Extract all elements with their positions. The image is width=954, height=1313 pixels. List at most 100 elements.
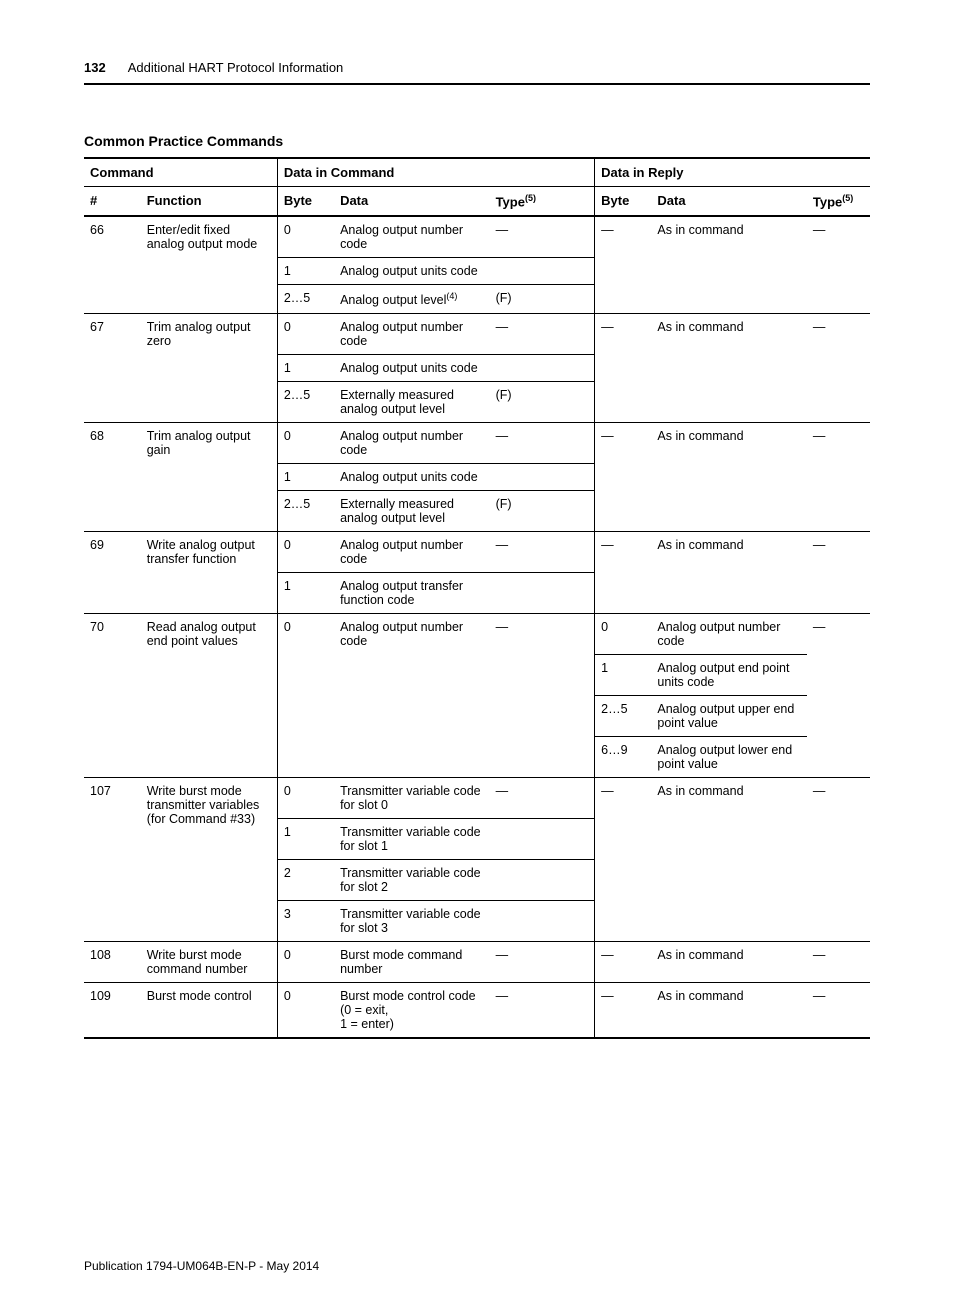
reply-byte: —: [595, 942, 652, 983]
reply-byte: 2…5: [595, 696, 652, 737]
cmd-data: Transmitter variable code for slot 0: [334, 778, 490, 819]
cmd-data: Analog output level(4): [334, 285, 490, 314]
header-title: Additional HART Protocol Information: [128, 60, 344, 75]
cmd-type: [490, 860, 595, 901]
cmd-type: (F): [490, 285, 595, 314]
cmd-byte: 1: [277, 258, 334, 285]
reply-byte: 6…9: [595, 737, 652, 778]
section-title: Common Practice Commands: [84, 133, 870, 149]
cmd-byte: 0: [277, 614, 334, 778]
reply-type: —: [807, 614, 870, 778]
cmd-type: [490, 258, 595, 285]
reply-type: —: [807, 942, 870, 983]
cmd-func: Write burst mode command number: [141, 942, 278, 983]
reply-byte: —: [595, 778, 652, 942]
cmd-byte: 2…5: [277, 491, 334, 532]
cmd-num: 69: [84, 532, 141, 614]
cmd-func: Trim analog output zero: [141, 314, 278, 423]
cmd-num: 109: [84, 983, 141, 1039]
cmd-data: Transmitter variable code for slot 2: [334, 860, 490, 901]
th-data-reply: Data: [651, 187, 807, 217]
cmd-byte: 0: [277, 423, 334, 464]
page-header: 132 Additional HART Protocol Information: [84, 60, 870, 85]
reply-data: Analog output lower end point value: [651, 737, 807, 778]
reply-type: —: [807, 983, 870, 1039]
page-number: 132: [84, 60, 106, 75]
cmd-type: —: [490, 423, 595, 464]
reply-data: As in command: [651, 983, 807, 1039]
reply-byte: 1: [595, 655, 652, 696]
cmd-num: 67: [84, 314, 141, 423]
cmd-data: Burst mode control code (0 = exit, 1 = e…: [334, 983, 490, 1039]
cmd-byte: 2…5: [277, 285, 334, 314]
cmd-type: [490, 355, 595, 382]
cmd-byte: 0: [277, 778, 334, 819]
cmd-byte: 1: [277, 355, 334, 382]
cmd-data: Analog output number code: [334, 314, 490, 355]
cmd-data: Burst mode command number: [334, 942, 490, 983]
cmd-type: [490, 573, 595, 614]
cmd-data: Analog output number code: [334, 423, 490, 464]
th-func: Function: [141, 187, 278, 217]
reply-byte: —: [595, 983, 652, 1039]
cmd-func: Write analog output transfer function: [141, 532, 278, 614]
cmd-type: (F): [490, 491, 595, 532]
reply-data: As in command: [651, 942, 807, 983]
reply-type: —: [807, 532, 870, 614]
reply-byte: —: [595, 532, 652, 614]
th-type-reply: Type(5): [807, 187, 870, 217]
th-num: #: [84, 187, 141, 217]
cmd-data: Analog output transfer function code: [334, 573, 490, 614]
th-group-command: Command: [84, 158, 277, 187]
footer-text: Publication 1794-UM064B-EN-P - May 2014: [84, 1259, 870, 1273]
cmd-data: Analog output number code: [334, 216, 490, 258]
cmd-type: —: [490, 778, 595, 819]
cmd-type: [490, 901, 595, 942]
cmd-num: 68: [84, 423, 141, 532]
reply-data: As in command: [651, 314, 807, 423]
cmd-type: —: [490, 983, 595, 1039]
reply-data: As in command: [651, 216, 807, 314]
cmd-type: —: [490, 314, 595, 355]
cmd-type: [490, 819, 595, 860]
cmd-byte: 3: [277, 901, 334, 942]
th-group-data-cmd: Data in Command: [277, 158, 594, 187]
cmd-byte: 0: [277, 983, 334, 1039]
reply-type: —: [807, 314, 870, 423]
cmd-func: Burst mode control: [141, 983, 278, 1039]
cmd-type: —: [490, 216, 595, 258]
cmd-num: 107: [84, 778, 141, 942]
reply-data: As in command: [651, 778, 807, 942]
cmd-data: Externally measured analog output level: [334, 382, 490, 423]
cmd-func: Write burst mode transmitter variables (…: [141, 778, 278, 942]
cmd-type: —: [490, 532, 595, 573]
cmd-data: Analog output units code: [334, 464, 490, 491]
reply-type: —: [807, 778, 870, 942]
cmd-data: Analog output units code: [334, 355, 490, 382]
cmd-byte: 0: [277, 532, 334, 573]
cmd-num: 70: [84, 614, 141, 778]
cmd-func: Read analog output end point values: [141, 614, 278, 778]
cmd-byte: 0: [277, 314, 334, 355]
cmd-data: Transmitter variable code for slot 3: [334, 901, 490, 942]
cmd-data: Analog output units code: [334, 258, 490, 285]
reply-type: —: [807, 216, 870, 314]
cmd-func: Trim analog output gain: [141, 423, 278, 532]
commands-table: Command Data in Command Data in Reply # …: [84, 157, 870, 1039]
cmd-byte: 0: [277, 942, 334, 983]
reply-byte: 0: [595, 614, 652, 655]
cmd-func: Enter/edit fixed analog output mode: [141, 216, 278, 314]
cmd-byte: 2: [277, 860, 334, 901]
th-type-cmd: Type(5): [490, 187, 595, 217]
reply-data: Analog output upper end point value: [651, 696, 807, 737]
cmd-data: Transmitter variable code for slot 1: [334, 819, 490, 860]
cmd-data: Analog output number code: [334, 614, 490, 778]
cmd-type: [490, 464, 595, 491]
reply-byte: —: [595, 314, 652, 423]
cmd-num: 66: [84, 216, 141, 314]
reply-data: As in command: [651, 532, 807, 614]
reply-data: As in command: [651, 423, 807, 532]
reply-byte: —: [595, 216, 652, 314]
th-byte-cmd: Byte: [277, 187, 334, 217]
th-group-data-reply: Data in Reply: [595, 158, 870, 187]
